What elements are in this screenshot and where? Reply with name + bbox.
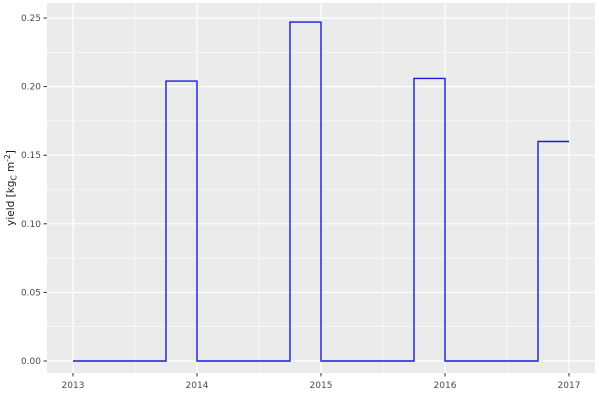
x-tick-label: 2013: [62, 381, 85, 391]
y-tick-label: 0.00: [21, 357, 41, 367]
y-tick-label: 0.20: [21, 83, 41, 93]
y-axis-title-part: -2: [3, 154, 12, 162]
y-tick-label: 0.05: [21, 288, 41, 298]
y-tick-label: 0.25: [21, 14, 41, 24]
y-tick-label: 0.10: [21, 220, 41, 230]
y-axis-title-part: ]: [5, 150, 17, 154]
x-tick-label: 2015: [310, 381, 333, 391]
y-axis-title: yield [kgC m-2]: [3, 150, 19, 226]
y-axis-title-part: yield [kg: [5, 181, 17, 226]
x-tick-label: 2014: [186, 381, 209, 391]
y-axis-title-part: C: [10, 175, 19, 180]
y-axis-title-part: m: [5, 162, 17, 176]
y-tick-label: 0.15: [21, 151, 41, 161]
yield-step-line: [73, 21, 569, 362]
x-tick-label: 2017: [558, 381, 581, 391]
x-tick-label: 2016: [434, 381, 457, 391]
